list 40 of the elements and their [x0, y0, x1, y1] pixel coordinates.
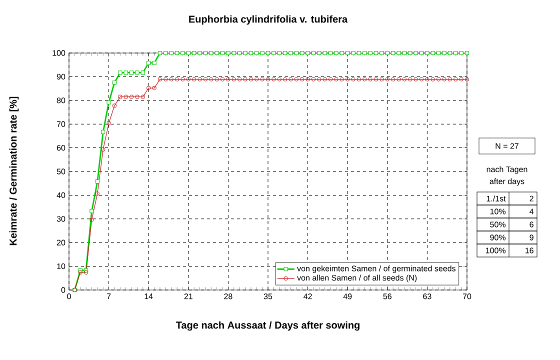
x-axis-title: Tage nach Aussaat / Days after sowing	[176, 321, 360, 331]
x-tick-label: 70	[462, 294, 472, 300]
text: 50%	[490, 222, 506, 228]
text: after days	[490, 178, 524, 186]
x-tick-label: 21	[184, 294, 192, 300]
text: 100%	[486, 248, 506, 254]
legend-label: von gekeimten Samen / of germinated seeds	[297, 265, 456, 273]
text: 4	[530, 208, 534, 214]
y-tick-label: 50	[56, 168, 66, 174]
text: nach Tagen	[486, 166, 528, 174]
y-tick-label: 30	[56, 216, 66, 222]
chart-title: Euphorbia cylindrifolia v. tubifera	[189, 15, 348, 25]
y-tick-label: 60	[56, 144, 66, 151]
text: N = 27	[496, 143, 518, 149]
x-tick-label: 7	[106, 294, 111, 300]
y-tick-label: 20	[56, 240, 66, 246]
x-tick-label: 0	[67, 294, 71, 300]
y-tick-label: 0	[61, 287, 66, 293]
y-tick-label: 70	[56, 121, 66, 127]
text: 1./1st	[486, 196, 506, 202]
x-tick-label: 35	[264, 294, 272, 300]
text: 90%	[490, 234, 506, 240]
x-tick-label: 42	[304, 294, 312, 300]
x-tick-label: 49	[343, 294, 352, 300]
y-tick-label: 90	[56, 74, 66, 80]
y-tick-label: 10	[57, 263, 66, 270]
text: 10%	[490, 208, 506, 214]
text: 16	[526, 248, 534, 254]
text: 6	[530, 222, 534, 228]
y-tick-label: 100	[52, 50, 66, 56]
text: 9	[530, 234, 534, 240]
text: 2	[530, 196, 534, 202]
x-tick-label: 63	[423, 294, 432, 300]
x-tick-label: 28	[224, 294, 232, 300]
y-tick-label: 40	[56, 192, 66, 198]
y-tick-label: 80	[56, 98, 66, 104]
x-tick-label: 56	[383, 294, 392, 300]
legend-label: von allen Samen / of all seeds (N)	[297, 274, 417, 282]
y-axis-title: Keimrate / Germination rate [%]	[9, 96, 19, 246]
x-tick-label: 14	[144, 294, 153, 300]
